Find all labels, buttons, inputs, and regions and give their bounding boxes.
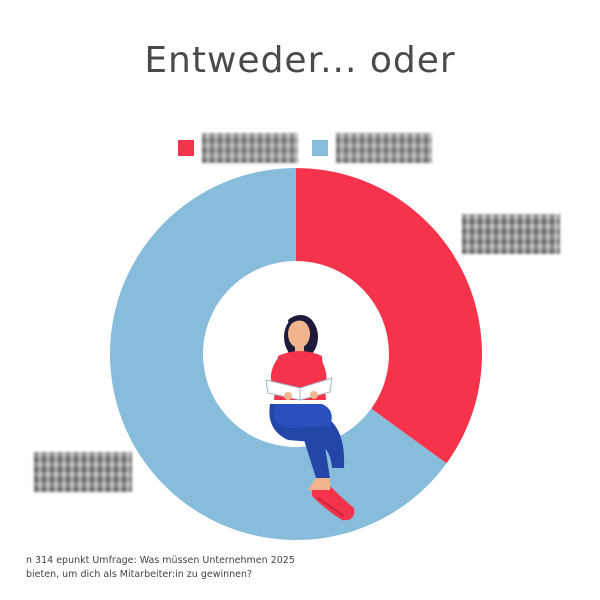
- woman-reading-illustration: [265, 315, 355, 521]
- legend-item-a: [178, 133, 298, 163]
- legend-label-a: [202, 133, 298, 163]
- footnote: n 314 epunkt Umfrage: Was müssen Unterne…: [26, 555, 295, 580]
- chart-legend: [178, 130, 432, 166]
- legend-item-b: [312, 133, 432, 163]
- donut-slice-a: [296, 168, 482, 464]
- legend-swatch-a: [178, 140, 194, 156]
- donut-slice-b: [110, 168, 447, 540]
- chart-title: Entweder... oder: [144, 40, 456, 81]
- slice-label-a: [462, 214, 560, 254]
- legend-label-b: [336, 133, 432, 163]
- slice-label-b: [34, 452, 132, 492]
- donut-slices: [110, 168, 482, 540]
- legend-swatch-b: [312, 140, 328, 156]
